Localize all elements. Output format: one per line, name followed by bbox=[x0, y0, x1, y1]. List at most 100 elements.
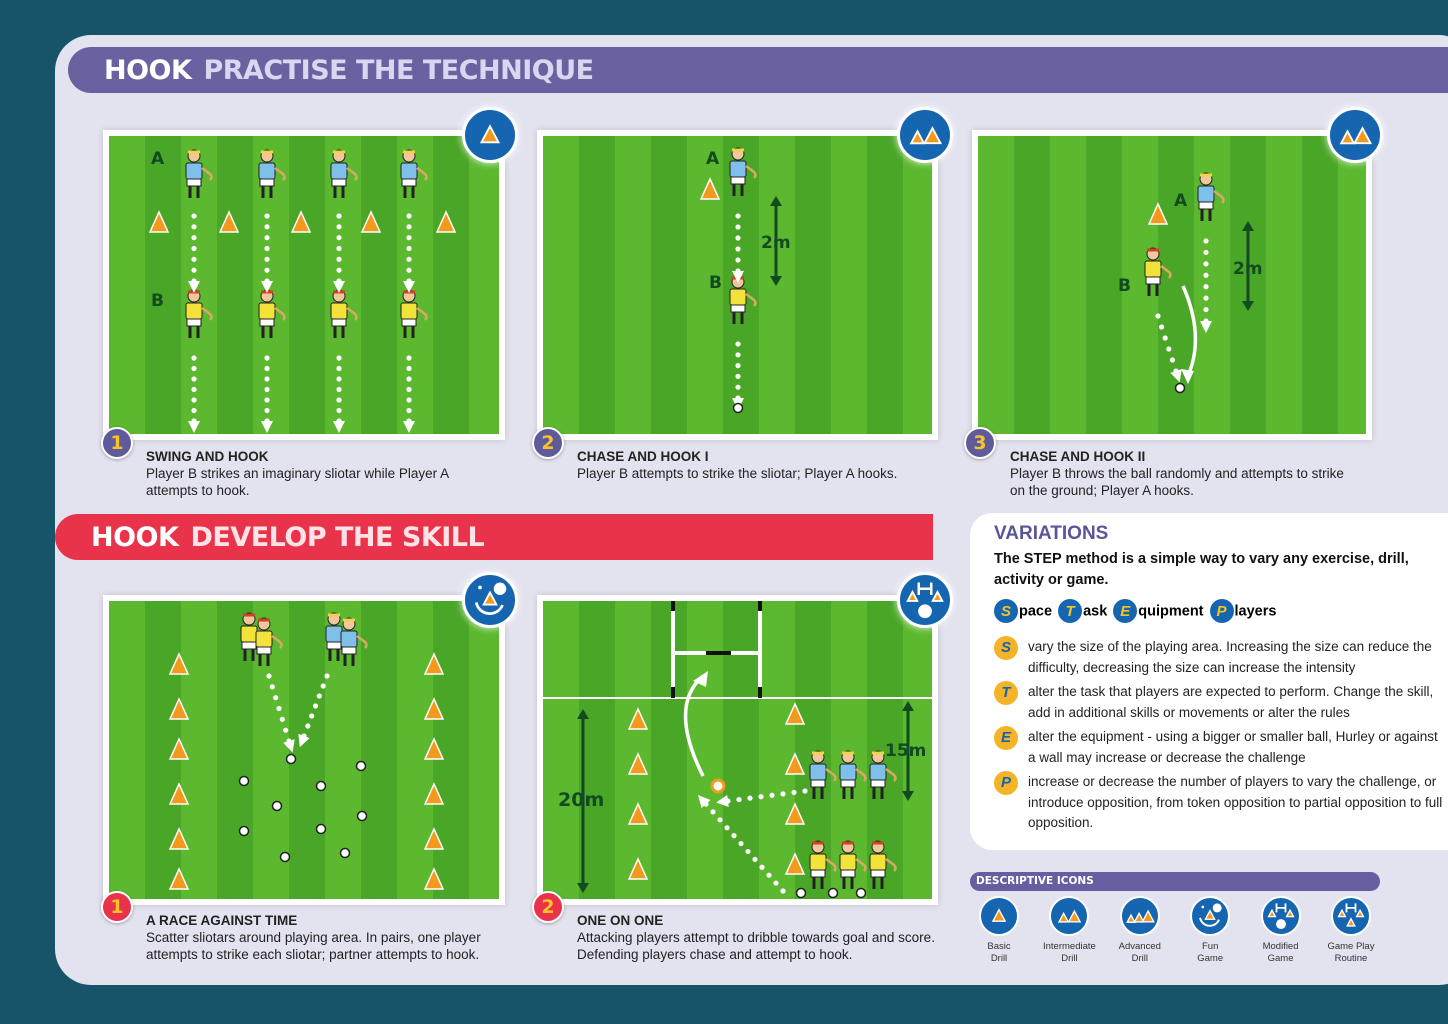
player-blue bbox=[729, 147, 757, 196]
cone bbox=[168, 697, 190, 720]
cone bbox=[627, 802, 649, 825]
sliotar bbox=[827, 887, 839, 899]
dotted-arrow bbox=[403, 213, 415, 293]
sliotar bbox=[315, 823, 327, 835]
player-yellow bbox=[839, 840, 867, 889]
cone bbox=[423, 867, 445, 890]
sliotar bbox=[1174, 382, 1186, 394]
field-label: 2m bbox=[1233, 259, 1263, 279]
drill-field-4 bbox=[103, 595, 505, 905]
drill-caption: ONE ON ONE Attacking players attempt to d… bbox=[577, 912, 937, 963]
cone bbox=[148, 210, 170, 233]
distance-arrow bbox=[770, 196, 782, 286]
cone bbox=[627, 752, 649, 775]
drill-title: ONE ON ONE bbox=[577, 913, 664, 928]
player-blue bbox=[258, 149, 286, 198]
player-yellow bbox=[255, 617, 283, 666]
player-blue bbox=[340, 617, 368, 666]
sliotar bbox=[855, 887, 867, 899]
field-label: A bbox=[151, 149, 165, 169]
sliotar bbox=[238, 775, 250, 787]
field-label: B bbox=[1118, 276, 1131, 296]
drill-field-2: A B 2m bbox=[537, 130, 938, 440]
intermediate-drill-icon bbox=[1327, 107, 1383, 163]
legend-advanced-drill: Advanced Drill bbox=[1111, 896, 1169, 965]
distance-arrow bbox=[1242, 221, 1254, 311]
goal-attempt-arrow bbox=[683, 671, 726, 794]
cone bbox=[168, 867, 190, 890]
modified-game-icon bbox=[1260, 896, 1301, 936]
basic-drill-icon bbox=[462, 107, 518, 163]
field-label: 20m bbox=[558, 789, 604, 811]
drill-title: CHASE AND HOOK I bbox=[577, 449, 709, 464]
drill-field-5: 20m 15m bbox=[537, 595, 938, 905]
player-blue bbox=[330, 149, 358, 198]
dotted-arrow bbox=[403, 355, 415, 433]
player-yellow bbox=[330, 289, 358, 338]
section-header-practise: HOOK PRACTISE THE TECHNIQUE bbox=[68, 47, 1448, 93]
cone bbox=[784, 802, 806, 825]
variations-box: VARIATIONS The STEP method is a simple w… bbox=[970, 513, 1448, 850]
sliotar bbox=[271, 800, 283, 812]
svg-text:20m: 20m bbox=[558, 789, 604, 811]
dotted-arrow bbox=[188, 213, 200, 293]
cone bbox=[423, 697, 445, 720]
field-label: B bbox=[151, 291, 164, 311]
advanced-drill-icon bbox=[1119, 896, 1160, 936]
fun-game-icon bbox=[1190, 896, 1231, 936]
sliotar bbox=[356, 810, 368, 822]
field-label: A bbox=[706, 149, 720, 169]
svg-text:A: A bbox=[706, 149, 720, 169]
drill-description: Player B attempts to strike the sliotar;… bbox=[577, 466, 898, 481]
cone bbox=[699, 177, 721, 200]
drill-number-badge: 1 bbox=[101, 891, 133, 923]
cone bbox=[784, 752, 806, 775]
game-play-routine-icon bbox=[1330, 896, 1371, 936]
player-yellow bbox=[400, 289, 428, 338]
player-blue bbox=[839, 750, 867, 799]
dotted-arrow bbox=[261, 213, 273, 293]
cone bbox=[627, 707, 649, 730]
svg-text:15m: 15m bbox=[885, 741, 926, 761]
drill-number-badge: 1 bbox=[101, 427, 133, 459]
field-label: A bbox=[1174, 191, 1188, 211]
drill-number-badge: 2 bbox=[532, 427, 564, 459]
cone bbox=[168, 737, 190, 760]
curved-arrow bbox=[1181, 285, 1198, 384]
dotted-arrow bbox=[266, 673, 295, 753]
dotted-arrow bbox=[698, 795, 786, 894]
sliotar bbox=[795, 887, 807, 899]
section-title: PRACTISE THE TECHNIQUE bbox=[203, 54, 594, 86]
drill-title: A RACE AGAINST TIME bbox=[146, 913, 298, 928]
basic-drill-icon bbox=[979, 896, 1019, 936]
drill-caption: SWING AND HOOK Player B strikes an imagin… bbox=[146, 448, 496, 499]
player-blue bbox=[185, 149, 213, 198]
sliotar bbox=[285, 753, 297, 765]
dotted-arrow bbox=[732, 341, 744, 410]
drill-description: Attacking players attempt to dribble tow… bbox=[577, 930, 935, 962]
variations-intro: The STEP method is a simple way to vary … bbox=[994, 551, 1409, 588]
cone bbox=[784, 852, 806, 875]
field-label: 2m bbox=[761, 233, 791, 253]
legend-game-play-routine: Game Play Routine bbox=[1322, 896, 1380, 965]
section-word: HOOK bbox=[104, 54, 192, 86]
field-label: B bbox=[709, 273, 722, 293]
player-yellow bbox=[258, 289, 286, 338]
player-yellow bbox=[185, 289, 213, 338]
drill-description: Player B strikes an imaginary sliotar wh… bbox=[146, 466, 449, 498]
player-yellow bbox=[729, 275, 757, 324]
svg-text:A: A bbox=[151, 149, 165, 169]
section-word: HOOK bbox=[91, 521, 179, 553]
drill-field-3: A B 2m bbox=[972, 130, 1372, 440]
cone bbox=[423, 737, 445, 760]
dotted-arrow bbox=[188, 355, 200, 433]
cone bbox=[290, 210, 312, 233]
legend-fun-game: Fun Game bbox=[1181, 896, 1239, 965]
cone bbox=[218, 210, 240, 233]
